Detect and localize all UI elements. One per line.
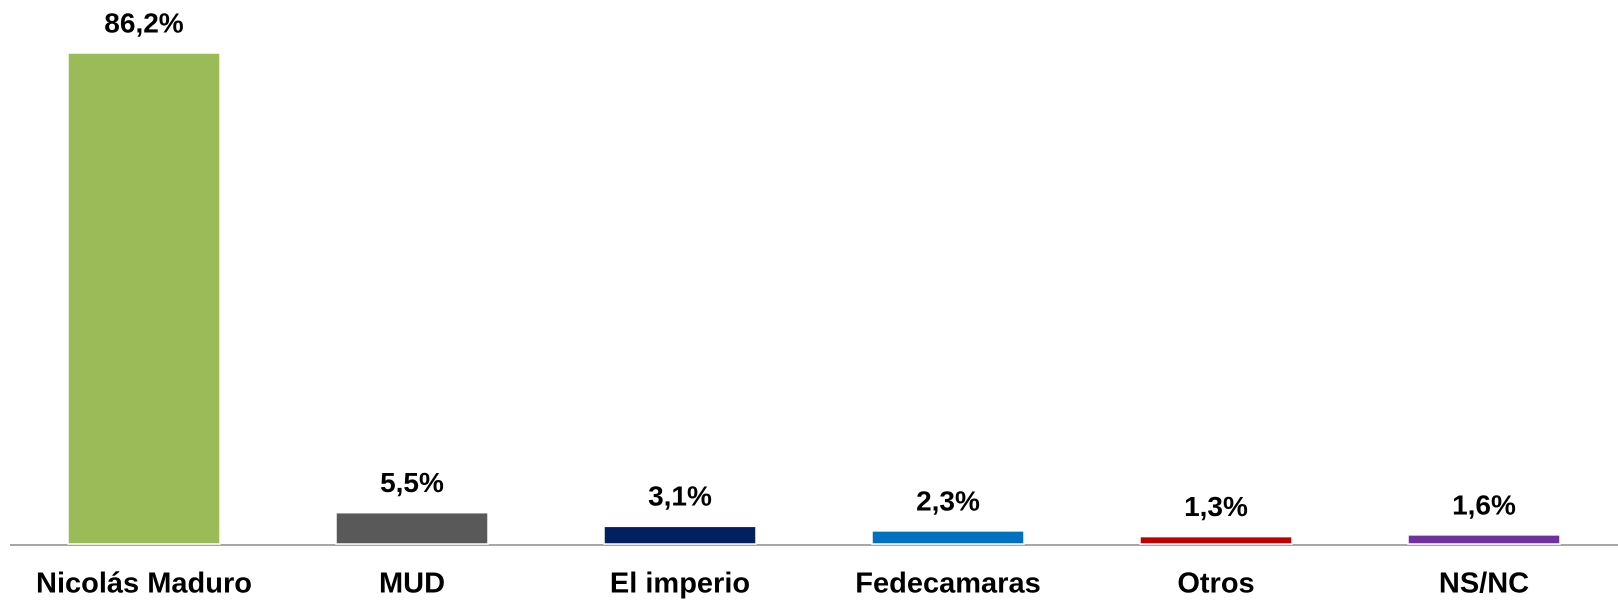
x-tick-label: Otros xyxy=(1177,568,1254,600)
bar xyxy=(67,52,221,545)
x-tick-label: MUD xyxy=(379,568,445,600)
bar xyxy=(1407,534,1561,545)
x-tick-label: Fedecamaras xyxy=(855,568,1040,600)
bar xyxy=(335,511,489,545)
bar xyxy=(871,530,1025,545)
x-tick-label: Nicolás Maduro xyxy=(36,568,252,600)
data-label: 5,5% xyxy=(380,467,444,498)
data-label: 1,6% xyxy=(1452,489,1516,520)
data-label: 2,3% xyxy=(916,485,980,516)
x-tick-label: El imperio xyxy=(610,568,750,600)
x-tick-label: NS/NC xyxy=(1439,568,1529,600)
data-label: 86,2% xyxy=(104,7,183,38)
data-label: 1,3% xyxy=(1184,491,1248,522)
bar xyxy=(1139,535,1293,545)
data-label: 3,1% xyxy=(648,481,712,512)
bar xyxy=(603,525,757,545)
